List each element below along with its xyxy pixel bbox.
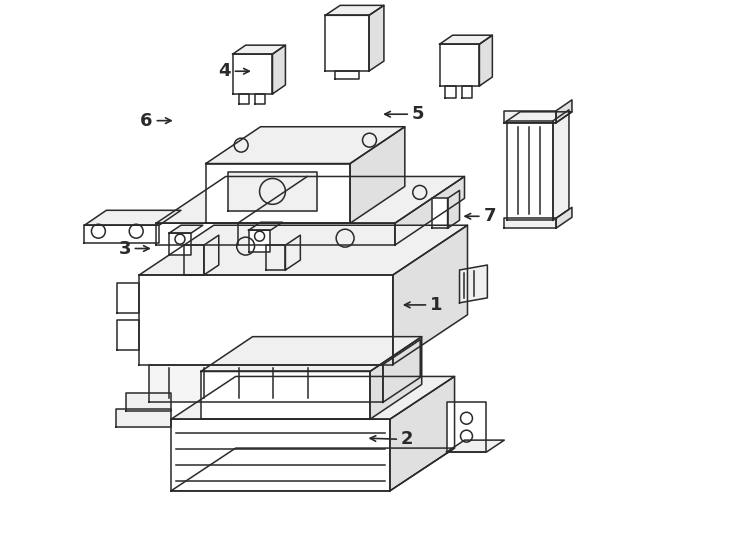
Text: 7: 7 bbox=[484, 207, 496, 225]
Polygon shape bbox=[325, 15, 369, 71]
Polygon shape bbox=[507, 121, 553, 220]
Polygon shape bbox=[440, 35, 493, 44]
Polygon shape bbox=[504, 111, 556, 123]
Polygon shape bbox=[171, 376, 454, 419]
Polygon shape bbox=[556, 100, 572, 123]
Polygon shape bbox=[390, 376, 454, 491]
Polygon shape bbox=[204, 235, 219, 275]
Polygon shape bbox=[370, 336, 422, 419]
Polygon shape bbox=[440, 44, 479, 86]
Polygon shape bbox=[169, 225, 203, 233]
Polygon shape bbox=[126, 393, 171, 411]
Polygon shape bbox=[383, 340, 421, 402]
Polygon shape bbox=[249, 230, 271, 252]
Polygon shape bbox=[171, 419, 390, 491]
Polygon shape bbox=[446, 402, 487, 452]
Polygon shape bbox=[325, 5, 384, 15]
Polygon shape bbox=[117, 320, 139, 349]
Polygon shape bbox=[272, 45, 286, 94]
Polygon shape bbox=[149, 364, 383, 402]
Polygon shape bbox=[335, 71, 359, 79]
Text: 5: 5 bbox=[412, 105, 424, 123]
Polygon shape bbox=[233, 45, 286, 54]
Polygon shape bbox=[369, 5, 384, 71]
Polygon shape bbox=[249, 222, 283, 230]
Polygon shape bbox=[448, 191, 459, 228]
Text: 3: 3 bbox=[118, 240, 131, 258]
Polygon shape bbox=[84, 225, 159, 243]
Polygon shape bbox=[206, 127, 405, 164]
Polygon shape bbox=[117, 283, 139, 313]
Polygon shape bbox=[393, 225, 468, 364]
Polygon shape bbox=[184, 245, 204, 275]
Polygon shape bbox=[228, 172, 317, 211]
Polygon shape bbox=[553, 110, 569, 220]
Polygon shape bbox=[504, 218, 556, 228]
Polygon shape bbox=[233, 54, 272, 94]
Polygon shape bbox=[479, 35, 493, 86]
Text: 2: 2 bbox=[401, 430, 413, 448]
Polygon shape bbox=[201, 372, 370, 419]
Polygon shape bbox=[446, 440, 504, 452]
Polygon shape bbox=[504, 112, 572, 123]
Polygon shape bbox=[266, 245, 286, 270]
Polygon shape bbox=[255, 94, 264, 104]
Polygon shape bbox=[116, 409, 171, 427]
Polygon shape bbox=[139, 275, 393, 364]
Polygon shape bbox=[556, 207, 572, 228]
Polygon shape bbox=[462, 86, 473, 98]
Polygon shape bbox=[239, 94, 249, 104]
Polygon shape bbox=[201, 336, 422, 372]
Text: 6: 6 bbox=[140, 112, 153, 130]
Polygon shape bbox=[459, 265, 487, 303]
Polygon shape bbox=[350, 127, 405, 223]
Polygon shape bbox=[156, 177, 465, 223]
Polygon shape bbox=[395, 177, 465, 245]
Polygon shape bbox=[432, 198, 448, 228]
Text: 4: 4 bbox=[218, 62, 231, 80]
Text: 1: 1 bbox=[430, 296, 443, 314]
Polygon shape bbox=[84, 210, 181, 225]
Polygon shape bbox=[169, 233, 191, 255]
Polygon shape bbox=[171, 448, 454, 491]
Polygon shape bbox=[445, 86, 456, 98]
Polygon shape bbox=[286, 235, 300, 270]
Polygon shape bbox=[156, 223, 395, 245]
Polygon shape bbox=[139, 225, 468, 275]
Polygon shape bbox=[206, 164, 350, 223]
